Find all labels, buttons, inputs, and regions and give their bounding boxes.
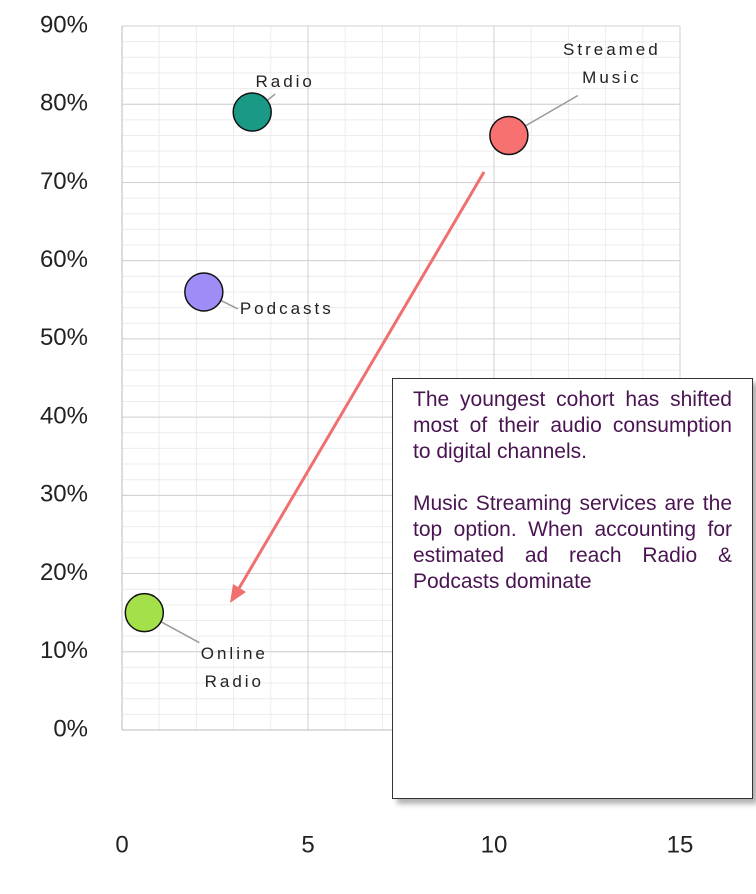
point-label: Podcasts xyxy=(239,298,334,318)
arrow-head xyxy=(230,584,246,603)
annotation-text: The youngest cohort has shifted most of … xyxy=(413,388,732,463)
x-tick-label: 5 xyxy=(301,831,314,858)
point-label: Online Radio xyxy=(200,643,268,691)
point xyxy=(489,115,529,156)
x-tick-label: 0 xyxy=(115,831,128,858)
annotation: The youngest cohort has shifted most of … xyxy=(392,378,753,799)
x-tick-label: 15 xyxy=(667,831,694,858)
y-tick-label: 90% xyxy=(40,11,88,38)
y-tick-label: 60% xyxy=(40,246,88,273)
y-tick-label: 70% xyxy=(40,168,88,195)
y-tick-label: 0% xyxy=(53,715,88,742)
point xyxy=(232,92,272,132)
y-tick-label: 30% xyxy=(40,481,88,508)
y-tick-label: 10% xyxy=(40,637,88,664)
point xyxy=(124,592,165,633)
arrow xyxy=(236,171,486,591)
y-tick-label: 80% xyxy=(40,90,88,117)
annotation-text: Music Streaming services are the top opt… xyxy=(413,492,732,593)
y-tick-label: 40% xyxy=(40,402,88,429)
point-label: Streamed Music xyxy=(563,39,661,87)
point-label: Radio xyxy=(255,72,315,92)
point xyxy=(184,272,224,312)
x-tick-label: 10 xyxy=(481,831,508,858)
y-tick-label: 50% xyxy=(40,324,88,351)
y-tick-label: 20% xyxy=(40,559,88,586)
